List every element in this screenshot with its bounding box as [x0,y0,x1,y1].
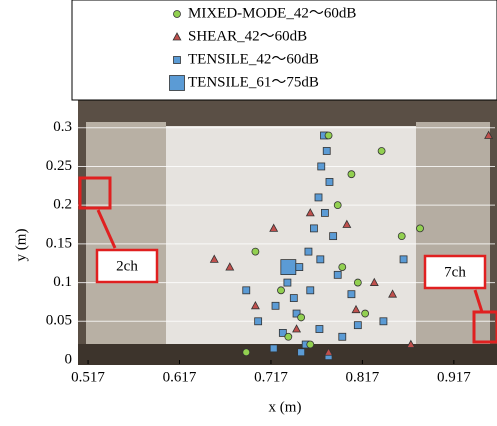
x-tick-label: 0.817 [346,369,380,385]
point [354,279,361,286]
y-tick-label: 0.25 [46,158,72,174]
point [243,349,250,356]
y-tick-label: 0.15 [46,235,72,251]
point [305,248,312,255]
point [330,233,337,240]
point [298,314,305,321]
x-tick-label: 0.717 [254,369,288,385]
legend-label: TENSILE_42～60dB [188,51,319,67]
point [285,333,292,340]
point [272,302,279,309]
annotation: 2ch [116,258,138,274]
y-axis-label: y (m) [13,229,29,262]
point [243,287,250,294]
y-tick-label: 0.1 [53,274,72,290]
legend-label: TENSILE_61～75dB [188,74,319,90]
point [378,147,385,154]
point [278,287,285,294]
point [281,260,296,275]
point [318,163,325,170]
point [417,225,424,232]
y-tick-label: 0.05 [46,313,72,329]
point [296,264,303,271]
point [348,291,355,298]
point [321,209,328,216]
legend-label: SHEAR_42～60dB [188,28,307,44]
point [326,178,333,185]
point [310,225,317,232]
point [339,264,346,271]
legend-marker [174,11,181,18]
point [270,345,277,352]
photo-left [86,122,166,344]
annotation: 7ch [444,264,466,280]
chart: 2ch 7ch x (m) y (m) 0 0.05 0.1 0.15 0.2 0.25 0… [0,0,497,421]
x-tick-label: 0.517 [71,369,105,385]
point [323,147,330,154]
point [380,318,387,325]
y-tick-label: 0.3 [53,119,72,135]
point [339,333,346,340]
legend-label: MIXED-MODE_42～60dB [188,5,356,21]
point [354,322,361,329]
point [307,287,314,294]
point [290,295,297,302]
y-tick-label: 0 [65,351,73,367]
point [315,194,322,201]
point [298,349,305,356]
photo-base [78,344,497,365]
x-tick-label: 0.917 [437,369,471,385]
x-axis-label: x (m) [269,399,302,415]
photo-panel [166,126,416,346]
point [334,202,341,209]
point [307,341,314,348]
point [398,233,405,240]
point [284,279,291,286]
legend-marker [174,57,181,64]
point [317,256,324,263]
point [334,271,341,278]
point [325,132,332,139]
point [255,318,262,325]
legend-marker [170,76,185,91]
point [348,171,355,178]
point [316,326,323,333]
point [252,248,259,255]
y-tick-label: 0.2 [53,197,72,213]
point [400,256,407,263]
point [362,310,369,317]
x-tick-label: 0.617 [163,369,197,385]
